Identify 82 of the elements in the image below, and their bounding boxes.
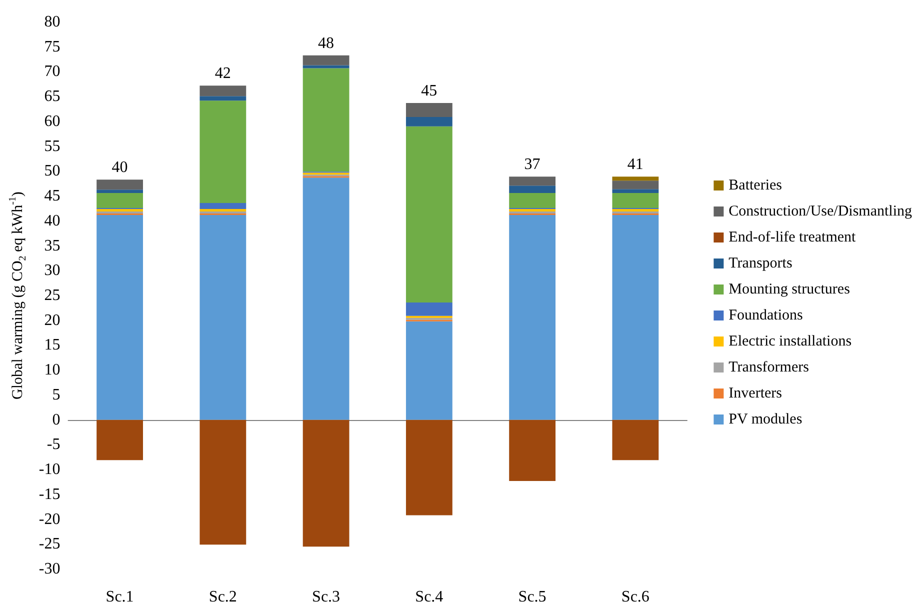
y-tick-label: 15 bbox=[44, 336, 60, 354]
bar bbox=[302, 178, 350, 420]
y-tick-label: 0 bbox=[52, 411, 60, 428]
y-axis-title: Global warming (g CO2 eq kWh-1) bbox=[8, 192, 28, 400]
y-tick-label: 70 bbox=[44, 63, 60, 80]
x-tick-label: Sc.6 bbox=[621, 588, 650, 605]
y-tick-label: 55 bbox=[44, 138, 60, 155]
y-tick-label: 10 bbox=[44, 362, 60, 379]
x-tick-label: Sc.4 bbox=[415, 588, 444, 605]
bar bbox=[200, 208, 246, 212]
bar bbox=[96, 208, 143, 212]
legend-label: Batteries bbox=[728, 178, 782, 194]
bar bbox=[406, 116, 452, 126]
x-tick-label: Sc.1 bbox=[106, 588, 134, 605]
y-tick-label: 30 bbox=[44, 262, 60, 280]
bar bbox=[96, 214, 143, 420]
y-tick-label: 60 bbox=[44, 112, 60, 130]
bar bbox=[406, 103, 452, 117]
x-tick-label: Sc.5 bbox=[518, 588, 546, 605]
bar bbox=[612, 208, 659, 212]
bar bbox=[509, 193, 556, 208]
bar bbox=[96, 193, 143, 208]
bar bbox=[406, 321, 452, 420]
bar bbox=[612, 193, 659, 208]
total-label: 41 bbox=[627, 156, 644, 174]
bar bbox=[96, 420, 143, 460]
y-tick-label: -25 bbox=[38, 536, 60, 553]
y-tick-label: 45 bbox=[44, 188, 60, 205]
bar bbox=[200, 203, 246, 209]
y-tick-label: -5 bbox=[46, 436, 60, 454]
legend-label: End-of-life treatment bbox=[728, 230, 857, 246]
y-tick-label: 25 bbox=[44, 287, 60, 304]
bar bbox=[200, 86, 246, 96]
bar bbox=[509, 214, 556, 420]
bar bbox=[612, 189, 659, 194]
bar bbox=[406, 420, 452, 516]
bar bbox=[406, 302, 452, 316]
total-label: 42 bbox=[214, 65, 231, 82]
total-label: 37 bbox=[524, 156, 540, 174]
y-tick-label: 20 bbox=[44, 312, 60, 329]
y-tick-label: 5 bbox=[52, 386, 60, 404]
bar bbox=[612, 176, 659, 181]
bar bbox=[612, 420, 659, 460]
total-label: 40 bbox=[112, 159, 128, 176]
bar bbox=[406, 126, 452, 302]
y-tick-label: 50 bbox=[44, 162, 60, 180]
bar bbox=[509, 186, 556, 194]
y-tick-label: -15 bbox=[38, 486, 60, 503]
bar bbox=[96, 180, 143, 190]
bar bbox=[612, 180, 659, 190]
bar bbox=[509, 420, 556, 481]
legend-label: Foundations bbox=[728, 308, 804, 324]
total-label: 48 bbox=[318, 34, 334, 52]
bar bbox=[509, 208, 556, 212]
bar bbox=[302, 420, 350, 547]
total-label: 45 bbox=[421, 82, 438, 100]
y-tick-label: -10 bbox=[38, 461, 60, 478]
y-tick-label: 40 bbox=[44, 212, 60, 230]
legend-label: Inverters bbox=[728, 386, 782, 402]
legend-label: Electric installations bbox=[728, 334, 852, 350]
bar bbox=[302, 55, 350, 66]
bar bbox=[200, 96, 246, 101]
legend-label: Transports bbox=[728, 256, 792, 272]
y-tick-label: 65 bbox=[44, 88, 60, 106]
bar bbox=[200, 100, 246, 204]
legend-label: PV modules bbox=[728, 412, 802, 428]
y-tick-label: 80 bbox=[44, 14, 60, 30]
bar bbox=[612, 214, 659, 420]
legend-label: Mounting structures bbox=[728, 282, 850, 298]
y-tick-label: -20 bbox=[38, 510, 60, 528]
x-tick-label: Sc.3 bbox=[312, 588, 340, 605]
bar bbox=[200, 420, 246, 545]
y-tick-label: 75 bbox=[44, 38, 60, 56]
y-tick-label: 35 bbox=[44, 237, 60, 254]
x-tick-label: Sc.2 bbox=[208, 588, 237, 605]
bar bbox=[96, 190, 143, 194]
y-tick-label: -30 bbox=[38, 560, 60, 578]
legend-label: Construction/Use/Dismantling bbox=[728, 204, 912, 220]
bar bbox=[509, 176, 556, 186]
bar bbox=[200, 214, 246, 420]
legend-label: Transformers bbox=[728, 360, 810, 376]
bar bbox=[302, 68, 350, 172]
